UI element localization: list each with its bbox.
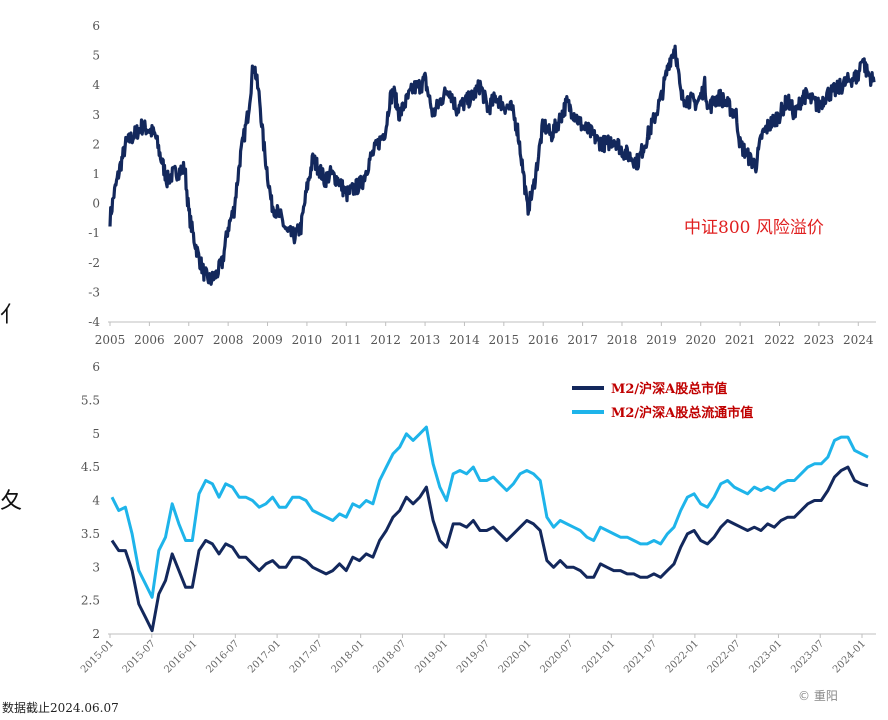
top-y-axis: 6 5 4 3 2 1 0 -1 -2 -3 -4	[88, 19, 100, 329]
y-tick-label: -4	[88, 315, 100, 329]
legend: M2/沪深A股总市值 M2/沪深A股总流通市值	[572, 381, 753, 421]
y-tick-label: 6	[92, 360, 100, 374]
y-tick-label: 5	[92, 49, 100, 63]
legend-label: M2/沪深A股总市值	[611, 381, 727, 397]
series-annotation: 中证800 风险溢价	[684, 218, 824, 238]
x-tick-label: 2016	[528, 333, 559, 347]
y-tick-label: 0	[92, 197, 100, 211]
side-glyph: 夂	[0, 489, 22, 514]
side-glyph: 亻	[0, 303, 22, 328]
m2-ratio-chart: 65.554.543.532.52 2015-01 2015-07 2016-01 2…	[79, 360, 876, 676]
x-tick-label: 2018	[607, 333, 638, 347]
x-tick-label: 2023	[804, 333, 835, 347]
x-tick-label: 2011	[331, 333, 362, 347]
y-tick-label: 3	[92, 108, 100, 122]
x-tick-label: 2021-07	[622, 638, 659, 675]
y-tick-label: 5	[92, 427, 100, 441]
x-tick-label: 2012	[370, 333, 401, 347]
m2-float-mv-series-line	[110, 425, 869, 599]
x-tick-label: 2009	[252, 333, 283, 347]
x-tick-label: 2020	[685, 333, 716, 347]
legend-label: M2/沪深A股总流通市值	[611, 405, 753, 421]
bottom-y-axis: 6 5.5 5 4.5 4 3.5 3 2.5 2	[81, 360, 100, 641]
x-tick-label: 2018-07	[371, 638, 408, 675]
x-tick-label: 2017-07	[288, 638, 325, 675]
m2-total-mv-series-line	[110, 465, 869, 633]
x-tick-label: 2016-07	[204, 638, 241, 675]
x-tick-label: 2014	[449, 333, 480, 347]
x-tick-label: 2015-07	[121, 638, 158, 675]
x-tick-label: 2020-01	[497, 638, 534, 675]
x-tick-label: 2019-01	[413, 638, 450, 675]
x-tick-label: 2021	[725, 333, 756, 347]
x-tick-label: 2022-07	[706, 638, 743, 675]
y-tick-label: 4	[92, 78, 100, 92]
x-tick-label: 2019	[646, 333, 677, 347]
y-tick-label: 5.5	[81, 393, 100, 407]
y-tick-label: 6	[92, 19, 100, 33]
x-tick-label: 2018-01	[330, 638, 367, 675]
x-tick-label: 2007	[173, 333, 204, 347]
x-tick-label: 2013	[410, 333, 441, 347]
footnote: 数据截止2024.06.07	[2, 700, 119, 715]
top-x-axis: 2005 2006 2007 2008 2009 2010 2011 2012 2013 2014…	[95, 322, 874, 347]
x-tick-label: 2023-07	[789, 638, 826, 675]
y-tick-label: 2.5	[81, 594, 100, 608]
x-tick-label: 2020-07	[539, 638, 576, 675]
legend-item-total-mv: M2/沪深A股总市值	[572, 381, 727, 397]
y-tick-label: -2	[88, 256, 100, 270]
y-tick-label: 2	[92, 627, 100, 641]
bottom-x-axis: 2015-01 2015-07 2016-01 2016-07 2017-01 2017-…	[79, 634, 868, 676]
x-tick-label: 2021-01	[580, 638, 617, 675]
x-tick-label: 2008	[213, 333, 244, 347]
y-tick-label: 4.5	[81, 460, 100, 474]
y-tick-label: 3	[92, 560, 100, 574]
x-tick-label: 2022	[764, 333, 795, 347]
x-tick-label: 2019-07	[455, 638, 492, 675]
y-tick-label: 4	[92, 494, 100, 508]
y-tick-label: 2	[92, 137, 100, 151]
x-tick-label: 2006	[134, 333, 165, 347]
x-tick-label: 2023-01	[747, 638, 784, 675]
x-tick-label: 2024	[843, 333, 874, 347]
watermark: © 重阳	[798, 689, 838, 703]
x-tick-label: 2017	[567, 333, 598, 347]
risk-premium-chart: 6 5 4 3 2 1 0 -1 -2 -3 -4 2005 2006 2007 2008 2009 2010…	[88, 19, 876, 347]
x-tick-label: 2015-01	[79, 638, 116, 675]
legend-item-float-mv: M2/沪深A股总流通市值	[572, 405, 753, 421]
y-tick-label: 1	[92, 167, 100, 181]
x-tick-label: 2015	[489, 333, 520, 347]
x-tick-label: 2017-01	[246, 638, 283, 675]
x-tick-label: 2005	[95, 333, 126, 347]
x-tick-label: 2022-01	[664, 638, 701, 675]
x-tick-label: 2010	[292, 333, 323, 347]
risk-premium-series-line	[108, 44, 876, 286]
x-tick-label: 2016-01	[163, 638, 200, 675]
y-tick-label: -1	[88, 226, 100, 240]
y-tick-label: 3.5	[81, 527, 100, 541]
y-tick-label: -3	[88, 285, 100, 299]
x-tick-label: 2024-01	[831, 638, 868, 675]
